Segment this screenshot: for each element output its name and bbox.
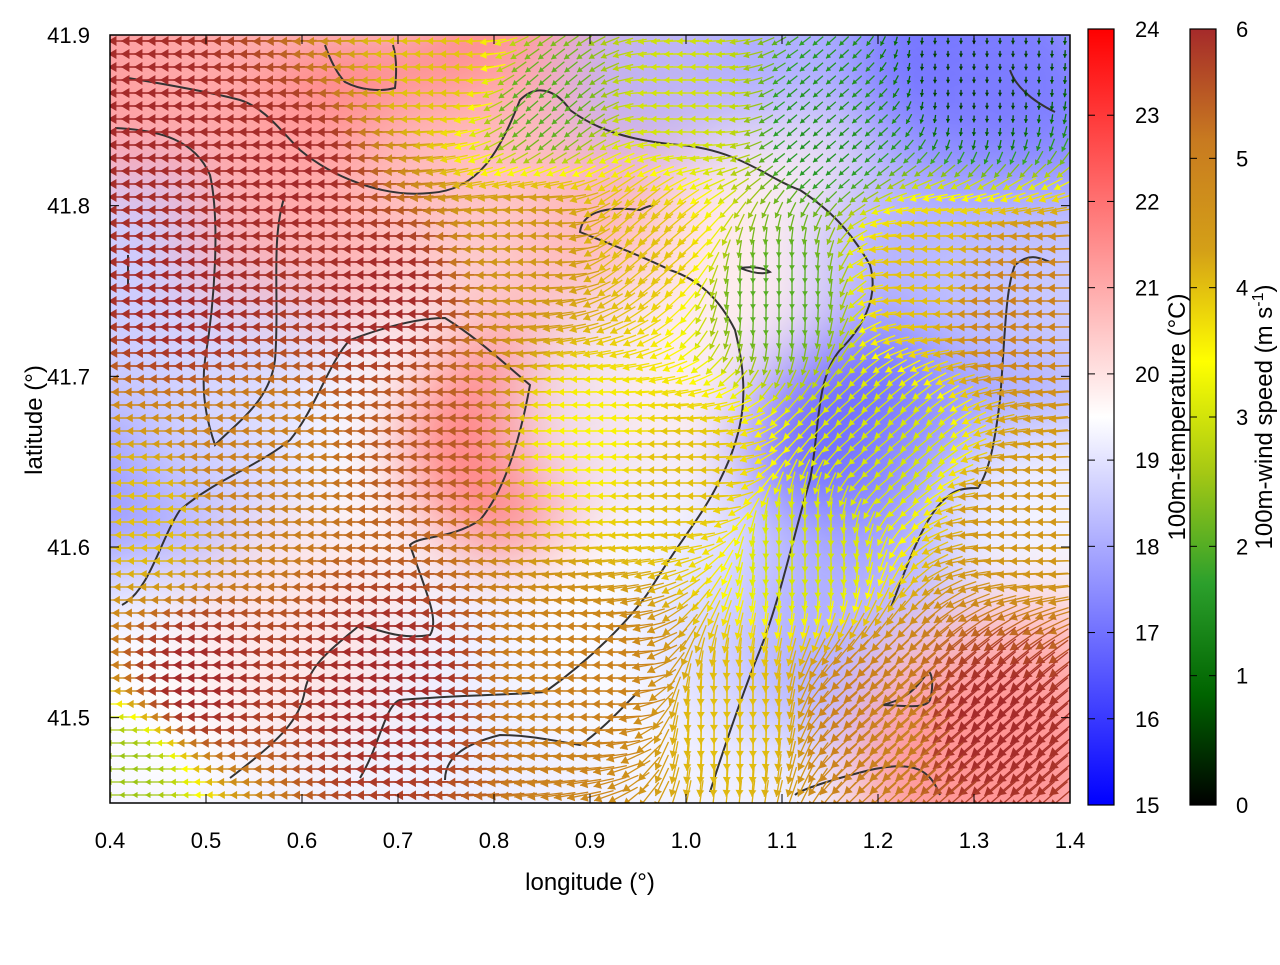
wind-vector-head <box>95 218 103 228</box>
wind-vector-head <box>101 453 108 461</box>
wind-vector-head <box>95 179 103 189</box>
wind-vector-head <box>95 127 103 137</box>
wind-vector-head <box>95 101 103 111</box>
wind-vector-head <box>95 140 103 150</box>
wind-vector-head <box>96 335 104 345</box>
wind-vector-head <box>101 440 108 448</box>
plot-area <box>9 0 1171 889</box>
wind-vector-head <box>95 36 103 46</box>
wind-vector-head <box>95 257 103 267</box>
wind-vector-head <box>98 388 105 397</box>
wind-vector-head <box>95 231 103 241</box>
wind-vector-head <box>95 49 103 59</box>
wind-vector-head <box>95 309 103 319</box>
wind-vector-head <box>95 192 103 202</box>
wind-vector-head <box>98 374 106 383</box>
wind-vector-head <box>95 114 103 124</box>
wind-vector-head <box>95 244 103 254</box>
wind-vector-head <box>95 283 103 293</box>
wind-vector-head <box>100 414 107 422</box>
wind-vector-head <box>95 75 103 85</box>
wind-vector-head <box>95 270 103 280</box>
wind-vector-head <box>95 153 103 163</box>
wind-vector-head <box>95 205 103 215</box>
wind-vector-head <box>96 322 104 332</box>
wind-vector-head <box>96 348 104 358</box>
wind-vector-head <box>95 296 103 306</box>
wind-vector-head <box>95 166 103 176</box>
wind-vector-head <box>100 427 107 435</box>
wind-vector-head <box>95 88 103 98</box>
wind-vector-head <box>101 466 108 474</box>
wind-vector-head <box>95 62 103 72</box>
wind-vector-head <box>97 361 105 370</box>
wind-vector-head <box>99 401 106 410</box>
